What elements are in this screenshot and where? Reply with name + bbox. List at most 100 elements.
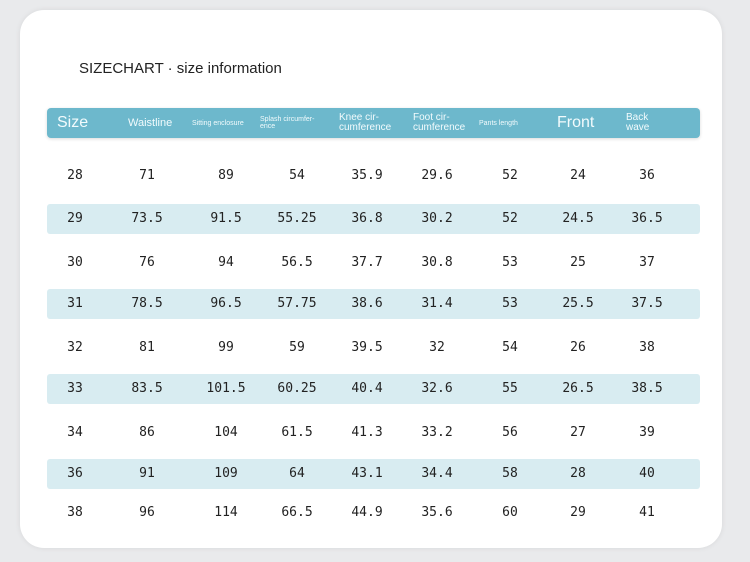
- header-foot-circumference: Foot cir-cumference: [413, 112, 466, 133]
- cell-front: 26: [570, 340, 586, 355]
- cell-size: 34: [67, 425, 83, 440]
- pants-length-highlight: [483, 249, 535, 277]
- cell-knee-circumference: 37.7: [351, 255, 383, 270]
- cell-splash-circumference: 64: [289, 466, 305, 481]
- cell-waistline: 78.5: [131, 296, 163, 311]
- header-pants-length: Pants length: [479, 119, 518, 127]
- cell-front: 24: [570, 168, 586, 183]
- header-back-wave: Back wave: [626, 112, 650, 133]
- cell-splash-circumference: 54: [289, 168, 305, 183]
- cell-knee-circumference: 38.6: [351, 296, 383, 311]
- cell-foot-circumference: 35.6: [421, 505, 453, 520]
- pants-length-highlight: [483, 334, 535, 362]
- cell-front: 27: [570, 425, 586, 440]
- cell-size: 38: [67, 505, 83, 520]
- cell-front: 24.5: [562, 211, 594, 226]
- cell-splash-circumference: 60.25: [277, 381, 317, 396]
- cell-pants-length: 54: [502, 340, 518, 355]
- cell-knee-circumference: 39.5: [351, 340, 383, 355]
- cell-front: 25: [570, 255, 586, 270]
- cell-sitting-enclosure: 96.5: [210, 296, 242, 311]
- pants-length-highlight: [483, 499, 535, 527]
- cell-foot-circumference: 33.2: [421, 425, 453, 440]
- cell-pants-length: 53: [502, 296, 518, 311]
- header-splash-circumference: Splash circumfer-ence: [260, 116, 315, 130]
- cell-splash-circumference: 57.75: [277, 296, 317, 311]
- pants-length-highlight: [483, 162, 535, 190]
- cell-back-wave: 38: [639, 340, 655, 355]
- page-title: SIZECHART · size information: [79, 60, 282, 77]
- cell-pants-length: 52: [502, 211, 518, 226]
- cell-sitting-enclosure: 109: [214, 466, 238, 481]
- cell-knee-circumference: 41.3: [351, 425, 383, 440]
- cell-splash-circumference: 59: [289, 340, 305, 355]
- cell-knee-circumference: 43.1: [351, 466, 383, 481]
- table-row: 28 71 89 54 35.9 29.6 52 24 36: [47, 161, 700, 191]
- cell-waistline: 91: [139, 466, 155, 481]
- cell-knee-circumference: 44.9: [351, 505, 383, 520]
- cell-foot-circumference: 32.6: [421, 381, 453, 396]
- cell-sitting-enclosure: 99: [218, 340, 234, 355]
- cell-pants-length: 58: [502, 466, 518, 481]
- cell-size: 28: [67, 168, 83, 183]
- header-waistline: Waistline: [128, 116, 173, 129]
- table-row: 31 78.5 96.5 57.75 38.6 31.4 53 25.5 37.5: [47, 289, 700, 319]
- cell-foot-circumference: 29.6: [421, 168, 453, 183]
- header-knee-circumference: Knee cir-cumference: [339, 112, 392, 133]
- cell-foot-circumference: 30.8: [421, 255, 453, 270]
- cell-front: 26.5: [562, 381, 594, 396]
- cell-back-wave: 36: [639, 168, 655, 183]
- cell-waistline: 83.5: [131, 381, 163, 396]
- cell-pants-length: 56: [502, 425, 518, 440]
- cell-knee-circumference: 35.9: [351, 168, 383, 183]
- cell-sitting-enclosure: 104: [214, 425, 238, 440]
- table-row: 38 96 114 66.5 44.9 35.6 60 29 41: [47, 498, 700, 528]
- cell-size: 29: [67, 211, 83, 226]
- cell-sitting-enclosure: 114: [214, 505, 238, 520]
- cell-pants-length: 55: [502, 381, 518, 396]
- cell-back-wave: 37.5: [631, 296, 663, 311]
- size-chart-card: [20, 10, 722, 548]
- cell-pants-length: 52: [502, 168, 518, 183]
- table-row: 36 91 109 64 43.1 34.4 58 28 40: [47, 459, 700, 489]
- cell-knee-circumference: 40.4: [351, 381, 383, 396]
- cell-back-wave: 40: [639, 466, 655, 481]
- cell-front: 25.5: [562, 296, 594, 311]
- cell-waistline: 96: [139, 505, 155, 520]
- table-row: 34 86 104 61.5 41.3 33.2 56 27 39: [47, 418, 700, 448]
- cell-size: 30: [67, 255, 83, 270]
- cell-splash-circumference: 55.25: [277, 211, 317, 226]
- cell-sitting-enclosure: 91.5: [210, 211, 242, 226]
- cell-size: 31: [67, 296, 83, 311]
- cell-front: 29: [570, 505, 586, 520]
- cell-foot-circumference: 31.4: [421, 296, 453, 311]
- header-sitting-enclosure: Sitting enclosure: [192, 119, 244, 127]
- cell-sitting-enclosure: 89: [218, 168, 234, 183]
- cell-back-wave: 41: [639, 505, 655, 520]
- cell-back-wave: 39: [639, 425, 655, 440]
- header-front: Front: [557, 114, 595, 131]
- cell-back-wave: 38.5: [631, 381, 663, 396]
- header-size: Size: [57, 114, 89, 131]
- cell-pants-length: 53: [502, 255, 518, 270]
- table-row: 30 76 94 56.5 37.7 30.8 53 25 37: [47, 248, 700, 278]
- cell-size: 33: [67, 381, 83, 396]
- cell-splash-circumference: 61.5: [281, 425, 313, 440]
- cell-back-wave: 37: [639, 255, 655, 270]
- cell-size: 32: [67, 340, 83, 355]
- cell-waistline: 86: [139, 425, 155, 440]
- pants-length-highlight: [483, 419, 535, 447]
- cell-back-wave: 36.5: [631, 211, 663, 226]
- cell-foot-circumference: 32: [429, 340, 445, 355]
- cell-foot-circumference: 30.2: [421, 211, 453, 226]
- cell-sitting-enclosure: 101.5: [206, 381, 246, 396]
- cell-waistline: 81: [139, 340, 155, 355]
- table-row: 33 83.5 101.5 60.25 40.4 32.6 55 26.5 38.5: [47, 374, 700, 404]
- cell-pants-length: 60: [502, 505, 518, 520]
- table-row: 32 81 99 59 39.5 32 54 26 38: [47, 333, 700, 363]
- cell-splash-circumference: 66.5: [281, 505, 313, 520]
- cell-waistline: 76: [139, 255, 155, 270]
- table-header: Size Waistline Sitting enclosure Splash …: [47, 108, 700, 138]
- cell-foot-circumference: 34.4: [421, 466, 453, 481]
- cell-sitting-enclosure: 94: [218, 255, 234, 270]
